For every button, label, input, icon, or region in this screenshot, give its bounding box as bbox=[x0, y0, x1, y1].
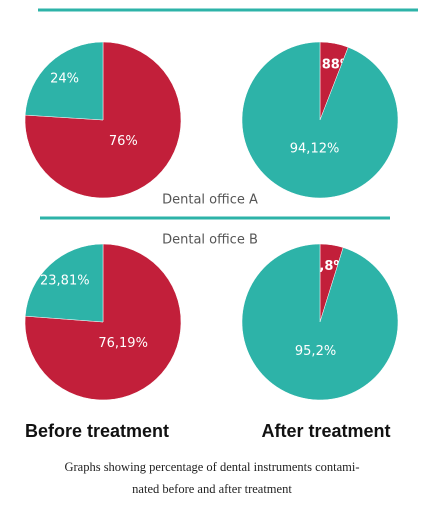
slice-label: 94,12% bbox=[290, 142, 340, 157]
row-label: Dental office B bbox=[162, 233, 258, 248]
column-label: After treatment bbox=[261, 421, 390, 441]
slice-label: 76% bbox=[109, 134, 138, 149]
slice-label: 76,19% bbox=[98, 336, 148, 351]
slice-label: 23,81% bbox=[40, 273, 90, 288]
caption: Graphs showing percentage of dental inst… bbox=[64, 460, 359, 474]
pie-slice bbox=[241, 41, 399, 199]
caption: nated before and after treatment bbox=[132, 482, 292, 496]
column-label: Before treatment bbox=[25, 421, 169, 441]
slice-label: 24% bbox=[50, 72, 79, 87]
pie-slice bbox=[24, 41, 104, 121]
pie-slice bbox=[241, 243, 399, 401]
slice-label: 95,2% bbox=[295, 344, 336, 359]
pie-slice bbox=[24, 243, 104, 323]
row-label: Dental office A bbox=[162, 193, 258, 208]
pie-slice bbox=[24, 243, 182, 401]
